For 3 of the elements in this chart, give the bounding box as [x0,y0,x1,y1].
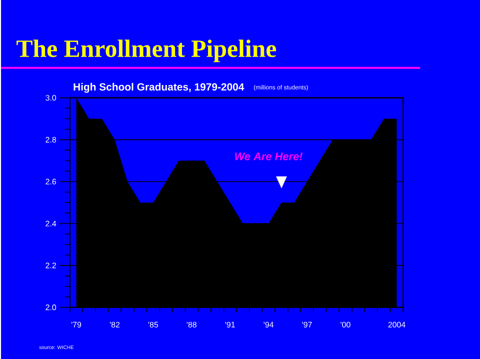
chart-title: The Enrollment Pipeline [16,40,276,62]
chart-subtitle: High School Graduates, 1979-2004 [74,82,244,93]
annotation: We Are Here! [235,152,303,160]
